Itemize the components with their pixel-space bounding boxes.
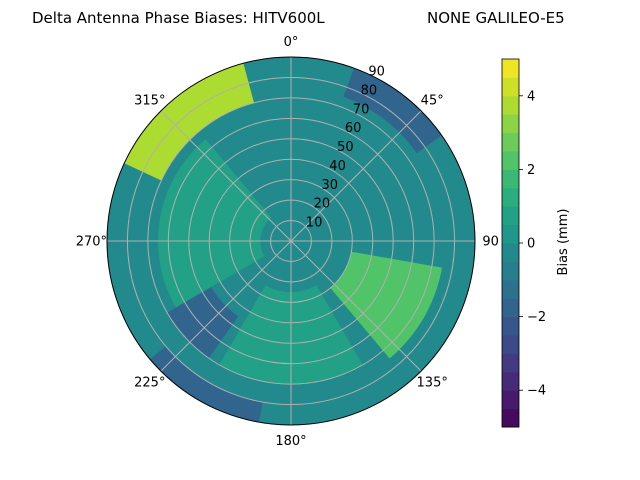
colorbar-band (502, 206, 519, 226)
colorbar-band (502, 335, 519, 354)
contour-region (167, 287, 239, 359)
colorbar (501, 58, 520, 428)
contour-region (158, 139, 272, 308)
colorbar-band (502, 353, 519, 373)
contour-region (150, 346, 263, 423)
colorbar-tick-label: 4 (527, 89, 535, 104)
radial-tick-label: 30 (322, 178, 339, 193)
angular-tick-label: 225° (134, 376, 165, 391)
radial-tick-label: 40 (329, 159, 346, 174)
colorbar-band (502, 224, 519, 244)
colorbar-band (502, 243, 519, 262)
radial-tick-label: 10 (306, 216, 323, 231)
colorbar-band (502, 298, 519, 318)
angular-tick-label: 270° (76, 235, 107, 250)
angular-tick-labels: 0° 45° 90 135° 180° 225° 270° 315° (76, 35, 499, 449)
colorbar-band (502, 151, 519, 170)
angular-tick-label: 135° (417, 376, 448, 391)
colorbar-ticks: −4 −2 0 2 4 (519, 89, 546, 399)
contour-region (330, 251, 442, 359)
colorbar-tick-label: −4 (527, 384, 546, 399)
colorbar-tick-label: 2 (527, 163, 535, 178)
radial-tick-labels: 10 20 30 40 50 60 70 80 90 (306, 65, 385, 231)
colorbar-band (502, 371, 519, 391)
colorbar-band (502, 316, 519, 336)
angular-tick-label: 45° (421, 93, 444, 108)
colorbar-label: Bias (mm) (556, 209, 571, 276)
angular-tick-label: 180° (275, 434, 306, 449)
contour-region (343, 68, 442, 154)
radial-tick-label: 70 (353, 102, 370, 117)
colorbar-band (502, 169, 519, 189)
angular-tick-label: 90 (482, 235, 499, 250)
colorbar-band (502, 132, 519, 152)
radial-tick-label: 50 (337, 140, 354, 155)
angular-tick-label: 315° (134, 93, 165, 108)
polar-grid (107, 57, 475, 425)
angular-tick-label: 0° (284, 35, 299, 50)
angular-gridline (290, 240, 422, 372)
radial-tick-label: 90 (368, 65, 385, 80)
colorbar-band (502, 114, 519, 134)
colorbar-tick-label: 0 (527, 237, 535, 252)
colorbar-tick-label: −2 (527, 310, 546, 325)
colorbar-band (502, 95, 519, 115)
colorbar-band (502, 279, 519, 299)
angular-gridline (290, 110, 422, 242)
radial-tick-label: 80 (361, 83, 378, 98)
radial-tick-label: 60 (345, 121, 362, 136)
colorbar-band (502, 408, 519, 428)
colorbar-band (502, 77, 519, 97)
polar-frame (106, 56, 476, 426)
colorbar-band (502, 390, 519, 410)
angular-gridline (160, 240, 292, 372)
chart-subtitle: NONE GALILEO-E5 (427, 9, 565, 27)
radial-tick-label: 20 (314, 197, 331, 212)
colorbar-band (502, 187, 519, 207)
angular-gridline (160, 110, 292, 242)
colorbar-band (502, 59, 519, 78)
colorbar-band (502, 261, 519, 281)
chart-title: Delta Antenna Phase Biases: HITV600L (32, 9, 325, 27)
